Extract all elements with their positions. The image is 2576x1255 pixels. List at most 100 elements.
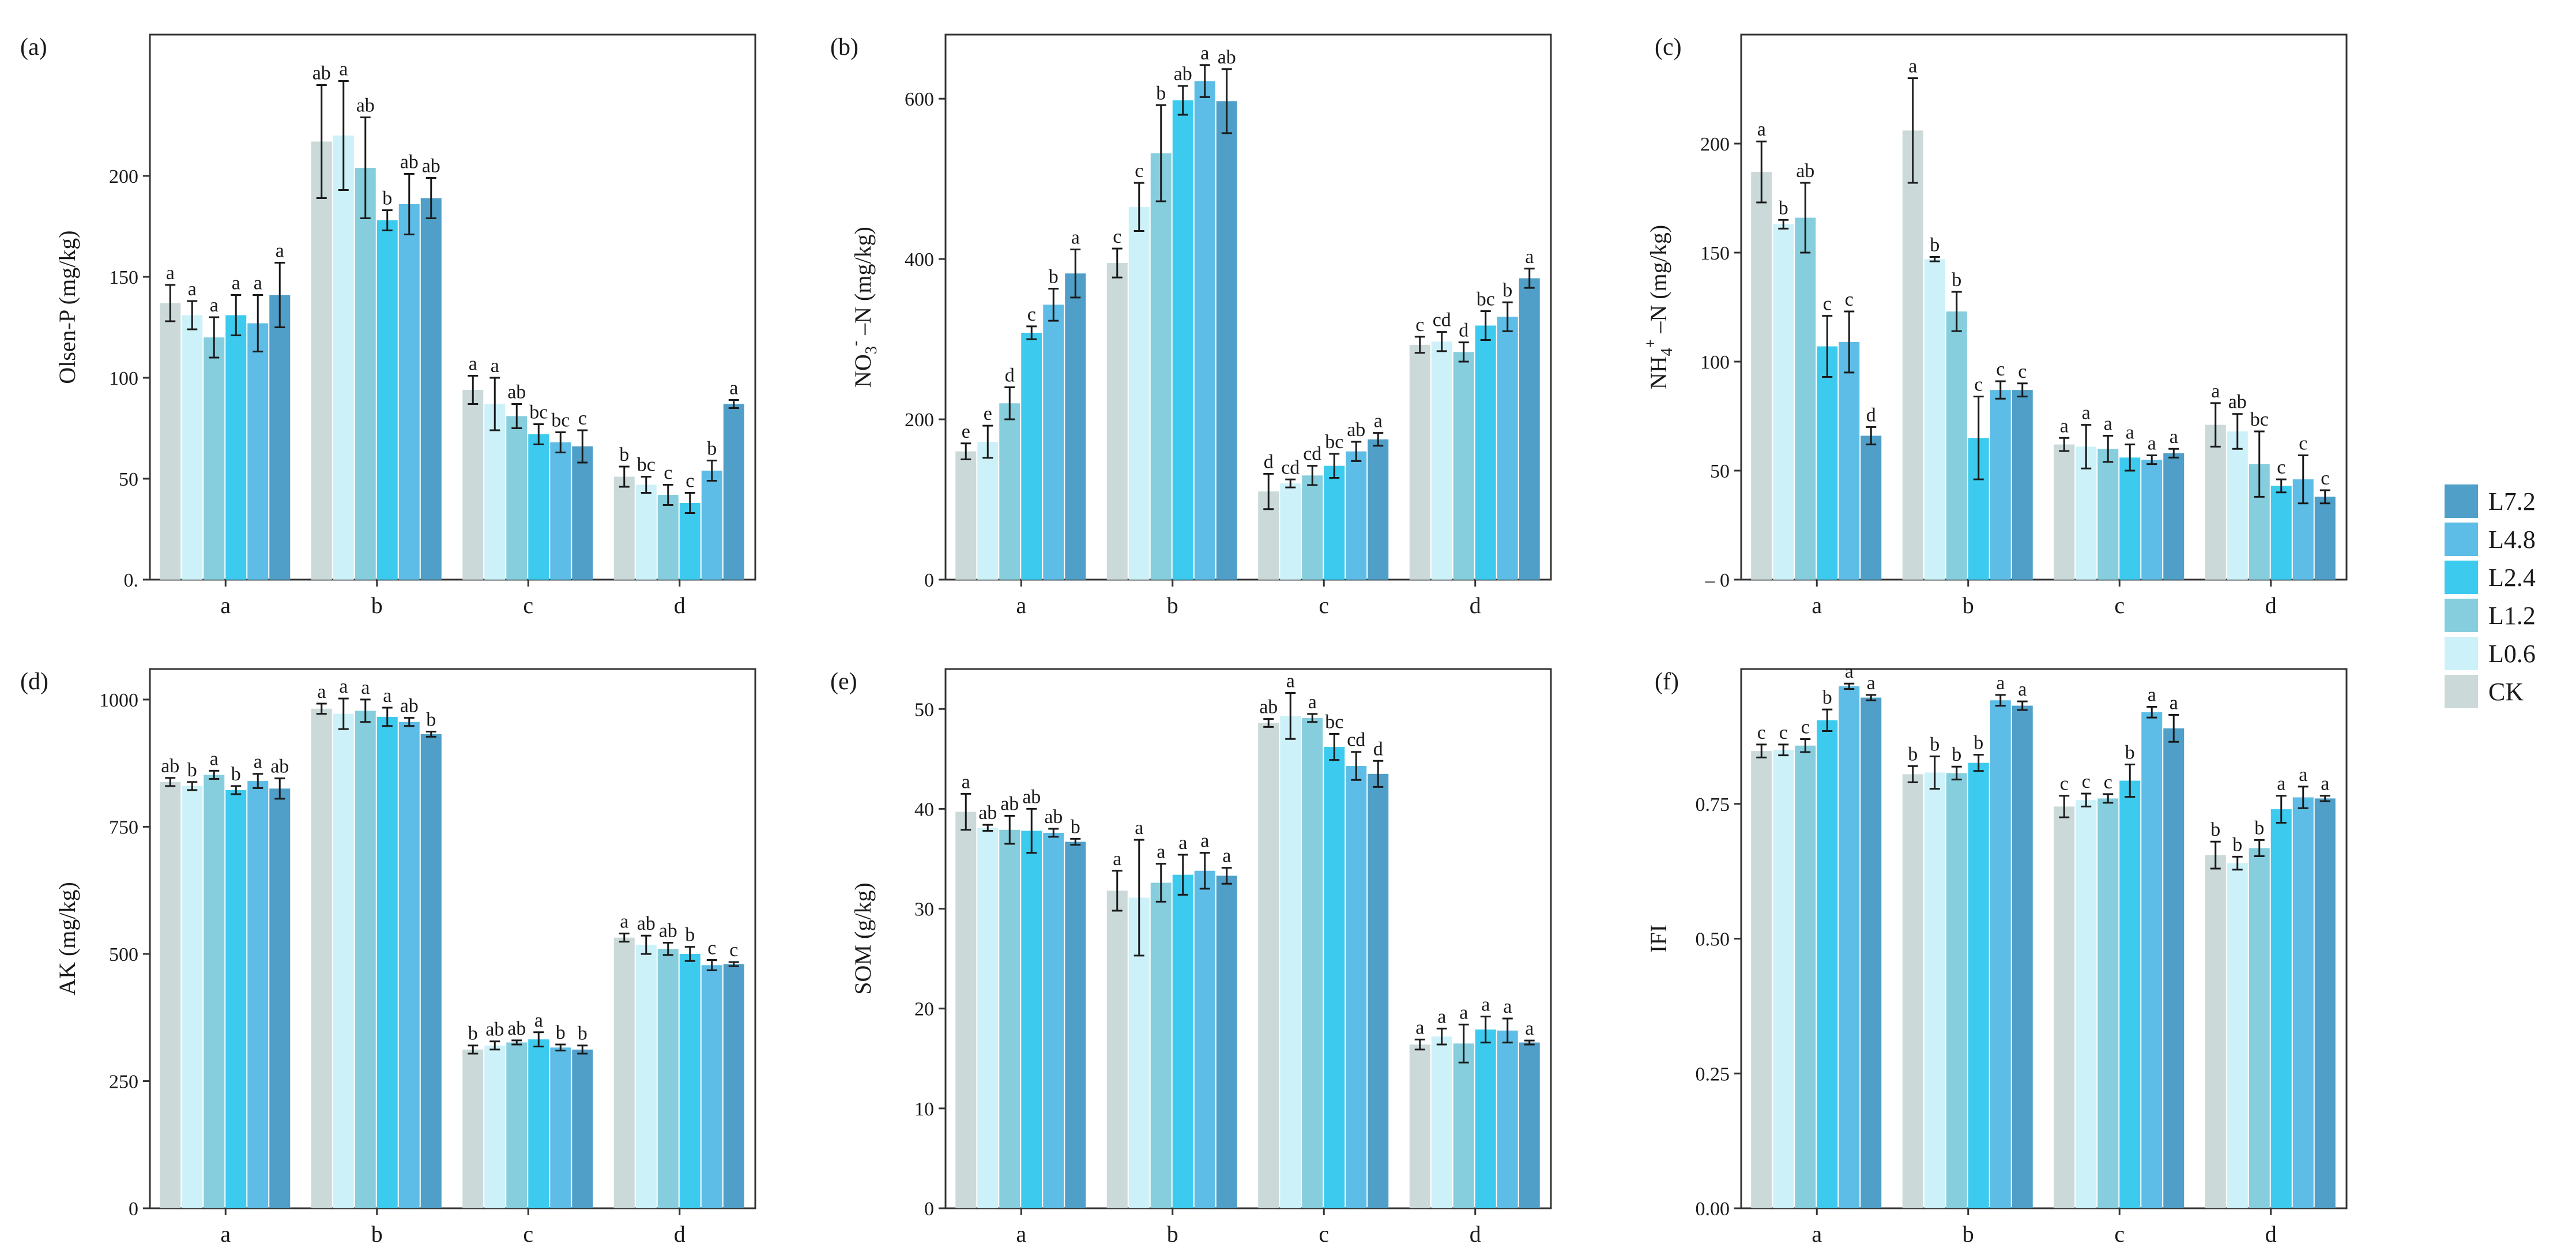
plot-frame	[944, 668, 1552, 1209]
significance-letter: c	[729, 940, 738, 961]
significance-letter: a	[339, 59, 348, 80]
significance-letter: a	[361, 677, 370, 698]
significance-letter: a	[1200, 43, 1209, 64]
significance-letter: ab	[356, 95, 375, 117]
panel-tag: (c)	[1655, 34, 1682, 61]
significance-letter: a	[2018, 679, 2027, 700]
bar	[701, 965, 722, 1208]
significance-letter: ab	[507, 382, 526, 403]
bar	[484, 404, 506, 580]
significance-letter: d	[1459, 320, 1468, 341]
bar	[528, 1039, 549, 1208]
y-tick-label: 40	[914, 799, 934, 820]
x-tick-label: a	[220, 1221, 231, 1247]
bar	[225, 315, 247, 580]
bar	[1021, 831, 1042, 1208]
significance-letter: ab	[485, 1019, 504, 1040]
y-axis-label: Olsen-P (mg/kg)	[54, 230, 80, 384]
significance-letter: a	[962, 771, 970, 792]
significance-letter: a	[254, 273, 262, 294]
significance-letter: a	[1286, 671, 1295, 692]
bar	[355, 168, 376, 580]
significance-letter: bc	[1477, 288, 1495, 310]
significance-letter: a	[317, 681, 326, 702]
bar	[225, 790, 247, 1208]
bar	[2163, 453, 2185, 580]
x-tick-label: a	[1812, 592, 1822, 618]
significance-letter: a	[1503, 996, 1512, 1017]
significance-letter: ab	[270, 756, 289, 777]
panel-tag: (e)	[830, 668, 857, 695]
significance-letter: a	[210, 748, 219, 769]
significance-letter: a	[188, 279, 197, 300]
panel-tag: (f)	[1655, 668, 1679, 695]
y-axis-label-part: –N (mg/kg)	[850, 227, 876, 341]
bar	[1043, 832, 1064, 1208]
bar	[1902, 130, 1923, 580]
significance-letter: a	[729, 378, 738, 399]
bar	[1280, 483, 1301, 580]
x-tick-label: b	[371, 1221, 383, 1247]
significance-letter: c	[2104, 772, 2112, 793]
significance-letter: a	[2082, 403, 2091, 424]
bar	[160, 781, 181, 1208]
bar	[1431, 341, 1452, 580]
significance-letter: cd	[1347, 730, 1365, 751]
significance-letter: a	[620, 911, 628, 933]
bar	[999, 829, 1020, 1208]
bar	[1302, 717, 1323, 1208]
y-tick-label: 50	[914, 699, 934, 720]
bar	[420, 198, 442, 580]
significance-letter: c	[664, 463, 672, 484]
significance-letter: b	[2232, 834, 2242, 855]
bar	[1194, 870, 1215, 1208]
significance-letter: a	[2170, 692, 2178, 713]
significance-letter: b	[556, 1022, 566, 1043]
significance-letter: ab	[161, 756, 179, 777]
significance-letter: a	[2126, 422, 2134, 444]
bar	[1043, 305, 1064, 580]
bar	[1773, 750, 1794, 1208]
y-axis-label-part: NH	[1645, 356, 1671, 389]
bar	[1150, 882, 1172, 1208]
significance-letter: e	[962, 421, 970, 442]
x-tick-label: d	[1470, 1221, 1481, 1247]
significance-letter: c	[1027, 304, 1036, 325]
y-tick-label: 600	[905, 89, 934, 110]
bar	[1924, 259, 1945, 580]
y-tick-label: 100	[109, 368, 138, 389]
x-tick-label: d	[674, 592, 686, 618]
y-tick-label: 0.50	[1696, 929, 1730, 950]
legend-swatch	[2445, 637, 2478, 670]
significance-letter: c	[2277, 457, 2285, 478]
bar	[247, 781, 269, 1208]
y-axis-label-sup: -	[846, 341, 864, 346]
bar	[1839, 341, 1860, 580]
significance-letter: a	[1308, 692, 1317, 713]
significance-letter: b	[1974, 732, 1983, 754]
significance-letter: b	[619, 444, 629, 465]
x-tick-label: a	[1016, 592, 1026, 618]
significance-letter: b	[1071, 816, 1080, 837]
bar	[2249, 848, 2270, 1208]
y-tick-label: 250	[109, 1071, 138, 1092]
significance-letter: a	[2060, 415, 2069, 437]
bar	[311, 708, 332, 1208]
x-tick-label: b	[1167, 592, 1178, 618]
legend-label: L4.8	[2488, 525, 2536, 554]
significance-letter: a	[2148, 684, 2156, 705]
significance-letter: d	[1264, 452, 1274, 473]
legend-label: L2.4	[2488, 563, 2536, 592]
significance-letter: cd	[1433, 310, 1451, 331]
significance-letter: a	[232, 273, 240, 294]
y-tick-label: 100	[1700, 352, 1730, 373]
bar	[1795, 217, 1816, 580]
y-axis-label: NO3- –N (mg/kg)	[846, 227, 880, 388]
x-tick-label: a	[1812, 1221, 1822, 1247]
bar	[1021, 332, 1042, 580]
significance-letter: d	[1005, 365, 1015, 386]
bar	[269, 788, 291, 1208]
panel-tag: (b)	[830, 34, 858, 61]
bar	[657, 495, 679, 580]
